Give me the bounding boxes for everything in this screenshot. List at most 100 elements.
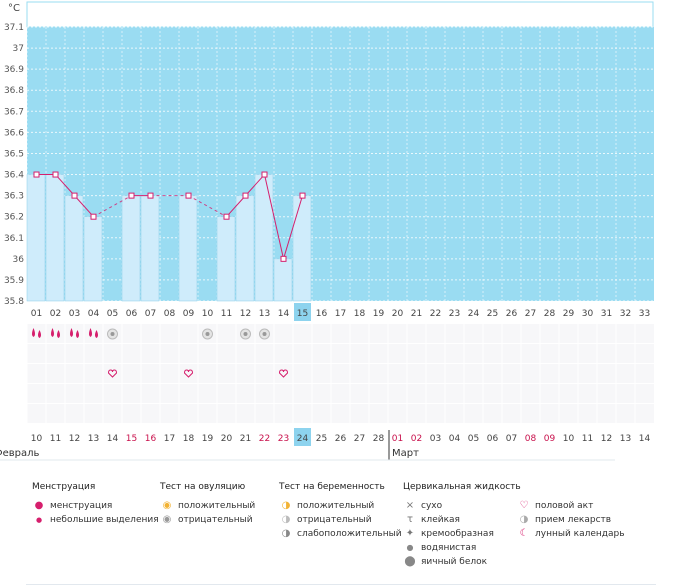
calendar-date-label[interactable]: 04: [449, 434, 461, 444]
calendar-date-label[interactable]: 01: [392, 434, 403, 444]
legend-label: кремообразная: [421, 529, 494, 539]
calendar-date-label[interactable]: 10: [31, 434, 43, 444]
calendar-date-label[interactable]: 12: [601, 434, 612, 444]
cycle-day-label[interactable]: 20: [392, 309, 404, 319]
calendar-date-label[interactable]: 06: [487, 434, 499, 444]
calendar-date-label[interactable]: 27: [354, 434, 365, 444]
temperature-point[interactable]: [242, 192, 249, 199]
menstruation-drop-icon[interactable]: [95, 330, 98, 338]
calendar-date-label[interactable]: 24: [297, 434, 309, 444]
calendar-date-label[interactable]: 15: [126, 434, 137, 444]
temperature-point[interactable]: [71, 192, 78, 199]
y-tick-label: 35.8: [4, 297, 24, 307]
calendar-date-label[interactable]: 03: [430, 434, 441, 444]
legend-item-preg-positive: ◑ положительный: [279, 499, 402, 513]
cycle-day-label[interactable]: 31: [601, 309, 612, 319]
cycle-day-label[interactable]: 09: [183, 309, 195, 319]
cycle-day-label[interactable]: 25: [487, 309, 498, 319]
cycle-day-label[interactable]: 15: [297, 309, 308, 319]
cycle-day-label[interactable]: 14: [278, 309, 290, 319]
calendar-date-label[interactable]: 19: [202, 434, 214, 444]
calendar-date-label[interactable]: 17: [164, 434, 175, 444]
cycle-day-label[interactable]: 05: [107, 309, 118, 319]
calendar-date-label[interactable]: 10: [563, 434, 575, 444]
temperature-point[interactable]: [90, 213, 97, 220]
temperature-point[interactable]: [299, 192, 306, 199]
calendar-date-label[interactable]: 13: [88, 434, 99, 444]
cycle-day-label[interactable]: 02: [50, 309, 61, 319]
legend-label: слабоположительный: [297, 529, 402, 539]
cycle-day-label[interactable]: 06: [126, 309, 138, 319]
cycle-day-label[interactable]: 12: [240, 309, 251, 319]
temperature-point[interactable]: [280, 255, 287, 262]
cycle-day-label[interactable]: 21: [411, 309, 422, 319]
temperature-point[interactable]: [185, 192, 192, 199]
calendar-date-label[interactable]: 08: [525, 434, 537, 444]
cycle-day-label[interactable]: 11: [221, 309, 232, 319]
calendar-date-label[interactable]: 12: [69, 434, 80, 444]
legend-other: ♡ половой акт ◑ прием лекарств ☾ лунный кал…: [517, 499, 625, 541]
cycle-day-label[interactable]: 19: [373, 309, 385, 319]
month-label-mar: Март: [392, 448, 419, 459]
temperature-point[interactable]: [52, 171, 59, 178]
cycle-day-label[interactable]: 04: [88, 309, 100, 319]
cycle-day-label[interactable]: 07: [145, 309, 156, 319]
cycle-day-label[interactable]: 17: [335, 309, 346, 319]
cycle-day-label[interactable]: 10: [202, 309, 214, 319]
cycle-day-label[interactable]: 27: [525, 309, 536, 319]
calendar-date-label[interactable]: 25: [316, 434, 327, 444]
cycle-day-label[interactable]: 08: [164, 309, 176, 319]
calendar-date-label[interactable]: 02: [411, 434, 422, 444]
calendar-date-label[interactable]: 05: [468, 434, 479, 444]
cycle-day-label[interactable]: 28: [544, 309, 556, 319]
legend-item-preg-negative: ◑ отрицательный: [279, 513, 402, 527]
cycle-day-label[interactable]: 32: [620, 309, 631, 319]
menstruation-drop-icon[interactable]: [51, 328, 54, 337]
calendar-date-label[interactable]: 23: [278, 434, 289, 444]
calendar-date-label[interactable]: 22: [259, 434, 270, 444]
temperature-point[interactable]: [33, 171, 40, 178]
calendar-date-label[interactable]: 20: [221, 434, 233, 444]
calendar-date-label[interactable]: 16: [145, 434, 157, 444]
temperature-point[interactable]: [223, 213, 230, 220]
cycle-day-label[interactable]: 01: [31, 309, 42, 319]
cycle-day-label[interactable]: 33: [639, 309, 650, 319]
cycle-day-label[interactable]: 30: [582, 309, 594, 319]
calendar-date-label[interactable]: 26: [335, 434, 347, 444]
month-label-feb: Февраль: [0, 448, 40, 459]
calendar-date-label[interactable]: 07: [506, 434, 517, 444]
menstruation-drop-icon[interactable]: [32, 328, 35, 337]
calendar-date-label[interactable]: 09: [544, 434, 556, 444]
cycle-day-label[interactable]: 03: [69, 309, 80, 319]
calendar-date-label[interactable]: 21: [240, 434, 251, 444]
menstruation-drop-icon[interactable]: [76, 330, 79, 338]
heart-icon[interactable]: [107, 369, 118, 378]
temperature-point[interactable]: [147, 192, 154, 199]
temperature-point[interactable]: [128, 192, 135, 199]
menstruation-drop-icon[interactable]: [57, 330, 60, 338]
cycle-day-label[interactable]: 13: [259, 309, 270, 319]
calendar-date-label[interactable]: 11: [50, 434, 61, 444]
cycle-day-label[interactable]: 26: [506, 309, 518, 319]
menstruation-drop-icon[interactable]: [70, 328, 73, 337]
calendar-date-label[interactable]: 14: [639, 434, 651, 444]
cycle-day-label[interactable]: 29: [563, 309, 575, 319]
temperature-point[interactable]: [261, 171, 268, 178]
bbt-chart: °C 35.8 35.9 36 36.1 36.2 36.3 36.4 36.5 36.6 36.…: [0, 1, 654, 461]
calendar-date-label[interactable]: 18: [183, 434, 195, 444]
legend-item-menstruation: ● менструация: [32, 499, 159, 513]
egg-white-icon: ⬤: [404, 556, 416, 567]
heart-icon[interactable]: [183, 369, 194, 378]
cycle-day-label[interactable]: 23: [449, 309, 460, 319]
cycle-day-label[interactable]: 16: [316, 309, 328, 319]
menstruation-drop-icon[interactable]: [38, 330, 41, 338]
cycle-day-label[interactable]: 18: [354, 309, 366, 319]
menstruation-drop-icon[interactable]: [89, 328, 92, 337]
cycle-day-label[interactable]: 22: [430, 309, 441, 319]
calendar-date-label[interactable]: 13: [620, 434, 631, 444]
cycle-day-label[interactable]: 24: [468, 309, 480, 319]
calendar-date-label[interactable]: 11: [582, 434, 593, 444]
calendar-date-label[interactable]: 14: [107, 434, 119, 444]
calendar-date-label[interactable]: 28: [373, 434, 385, 444]
heart-icon[interactable]: [278, 369, 289, 378]
